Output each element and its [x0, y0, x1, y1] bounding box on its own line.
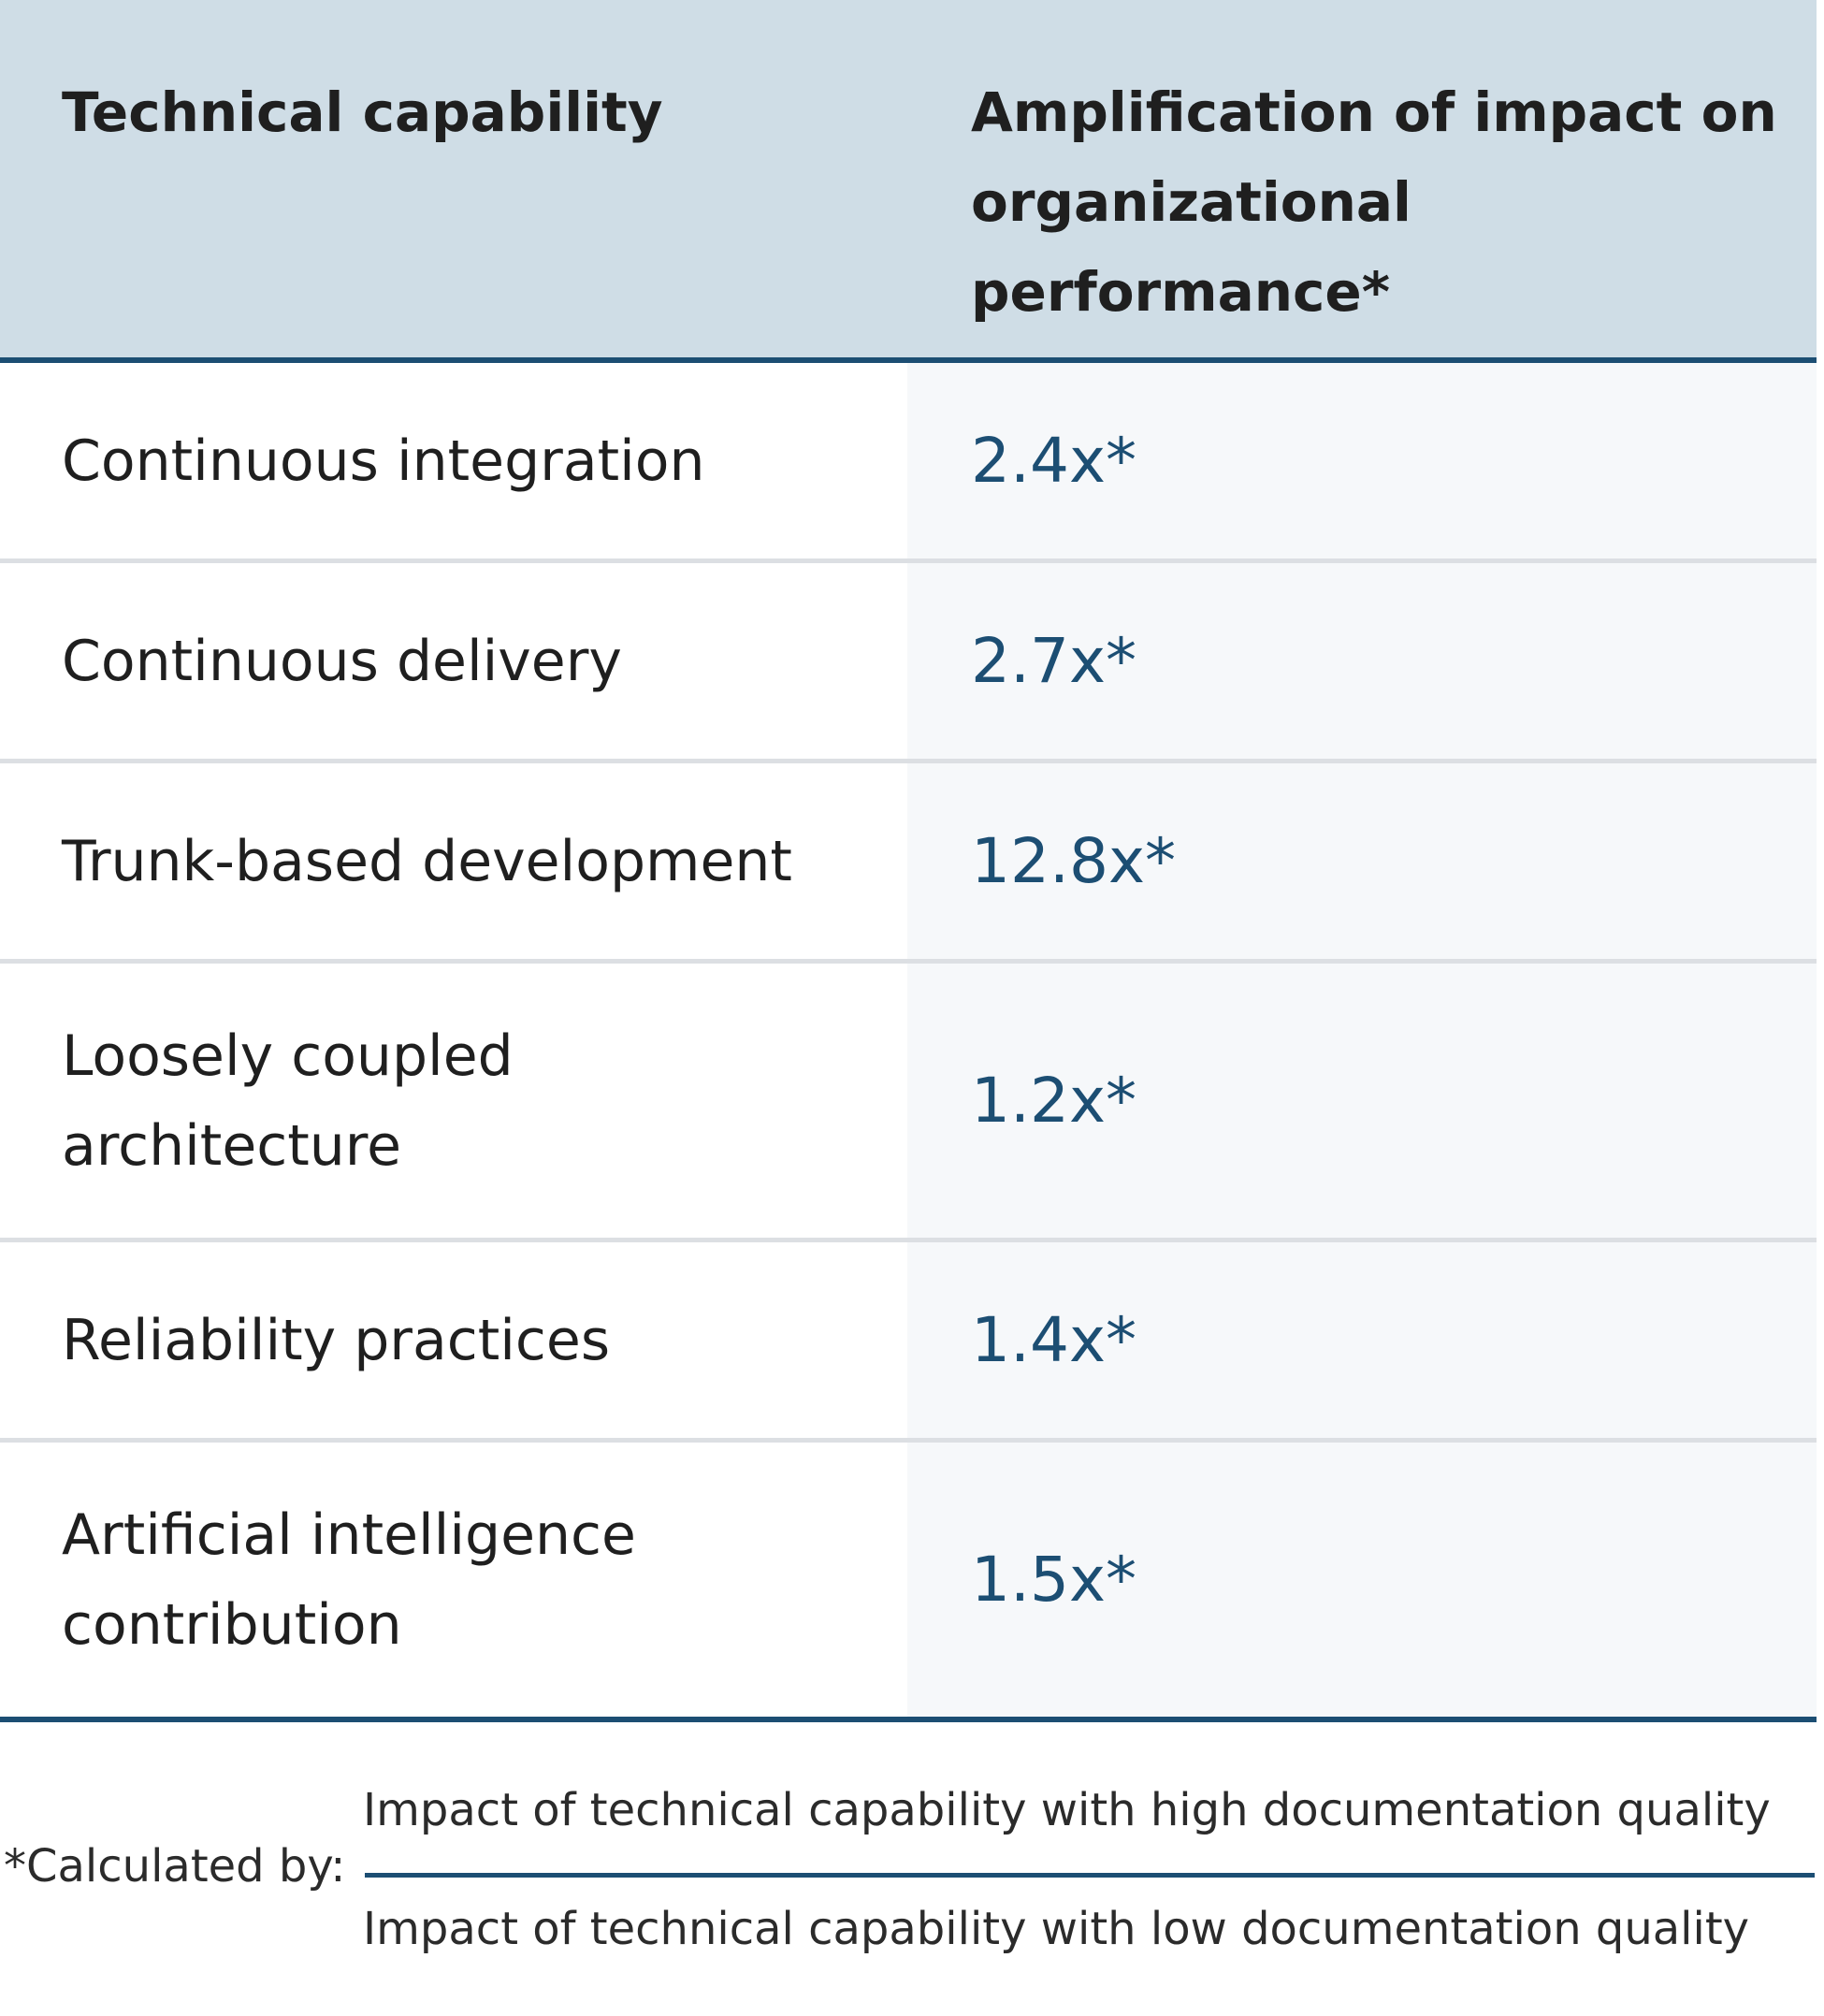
amplification-value: 12.8x*: [907, 763, 1817, 959]
fraction-divider: [365, 1873, 1815, 1878]
table-row: Continuous delivery 2.7x*: [0, 563, 1817, 763]
header-amplification: Amplification of impact on organizationa…: [971, 80, 1777, 324]
header-technical-capability: Technical capability: [62, 80, 663, 144]
table-row: Artificial intelligence contribution 1.5…: [0, 1443, 1817, 1722]
amplification-value: 1.4x*: [907, 1242, 1817, 1438]
table-row: Reliability practices 1.4x*: [0, 1242, 1817, 1443]
capability-cell: Reliability practices: [0, 1242, 907, 1438]
capability-cell: Loosely coupled architecture: [0, 964, 907, 1238]
table-row: Continuous integration 2.4x*: [0, 363, 1817, 563]
capability-cell: Artificial intelligence contribution: [0, 1443, 907, 1717]
capability-cell: Continuous delivery: [0, 563, 907, 759]
capability-cell: Trunk-based development: [0, 763, 907, 959]
amplification-value: 1.5x*: [907, 1443, 1817, 1717]
footnote-label: *Calculated by:: [4, 1840, 346, 1893]
amplification-value: 1.2x*: [907, 964, 1817, 1238]
amplification-table: Technical capability Amplification of im…: [0, 0, 1817, 1722]
capability-cell: Continuous integration: [0, 363, 907, 558]
fraction-denominator: Impact of technical capability with low …: [363, 1903, 1750, 1955]
amplification-value: 2.7x*: [907, 563, 1817, 759]
table-row: Trunk-based development 12.8x*: [0, 763, 1817, 964]
table-header-row: Technical capability Amplification of im…: [0, 0, 1817, 363]
table-row: Loosely coupled architecture 1.2x*: [0, 964, 1817, 1242]
fraction-numerator: Impact of technical capability with high…: [363, 1784, 1771, 1836]
amplification-value: 2.4x*: [907, 363, 1817, 558]
footnote: *Calculated by: Impact of technical capa…: [0, 1749, 1824, 2016]
